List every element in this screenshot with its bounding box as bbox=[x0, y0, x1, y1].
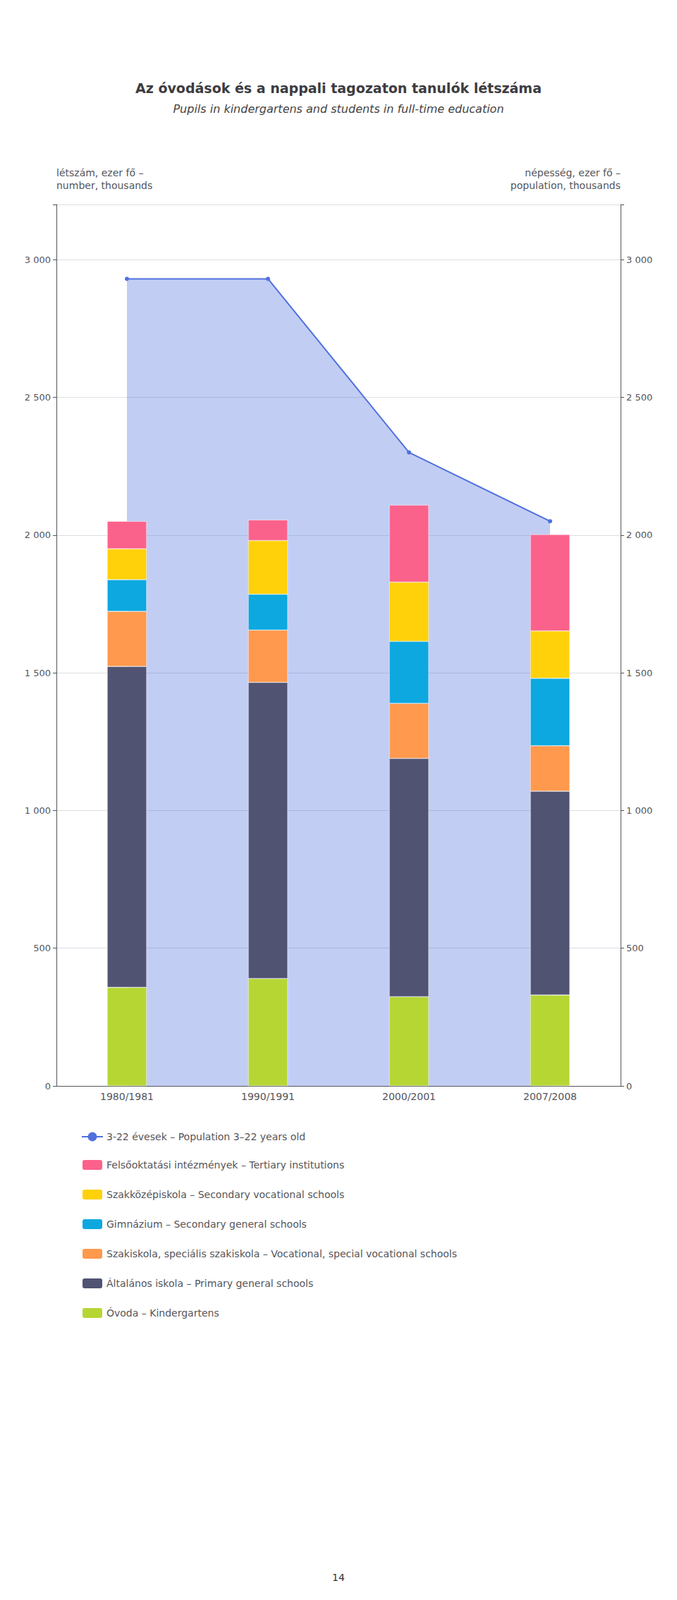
svg-text:2 000: 2 000 bbox=[626, 529, 653, 541]
svg-text:0: 0 bbox=[45, 1081, 51, 1092]
svg-text:1 000: 1 000 bbox=[626, 805, 653, 816]
svg-text:létszám, ezer fő –: létszám, ezer fő – bbox=[56, 167, 144, 179]
svg-text:2 500: 2 500 bbox=[626, 392, 653, 403]
svg-text:3-22 évesek – Population 3–22: 3-22 évesek – Population 3–22 years old bbox=[106, 1131, 306, 1143]
svg-text:Pupils in kindergartens and st: Pupils in kindergartens and students in … bbox=[172, 102, 504, 116]
svg-text:0: 0 bbox=[626, 1081, 632, 1092]
svg-text:Gimnázium – Secondary general: Gimnázium – Secondary general schools bbox=[106, 1218, 307, 1230]
svg-text:Az óvodások és a nappali tagoz: Az óvodások és a nappali tagozaton tanul… bbox=[135, 80, 542, 96]
svg-text:2007/2008: 2007/2008 bbox=[523, 1090, 577, 1103]
svg-text:1980/1981: 1980/1981 bbox=[100, 1090, 154, 1103]
svg-text:500: 500 bbox=[33, 942, 51, 954]
svg-text:population, thousands: population, thousands bbox=[510, 179, 621, 192]
svg-text:2 000: 2 000 bbox=[24, 529, 51, 541]
svg-text:2000/2001: 2000/2001 bbox=[382, 1090, 436, 1103]
svg-text:Felsőoktatási intézmények – Te: Felsőoktatási intézmények – Tertiary ins… bbox=[106, 1159, 345, 1171]
svg-text:3 000: 3 000 bbox=[24, 254, 51, 266]
svg-text:Szakiskola, speciális szakisko: Szakiskola, speciális szakiskola – Vocat… bbox=[106, 1248, 457, 1260]
svg-text:500: 500 bbox=[626, 942, 644, 954]
svg-text:1990/1991: 1990/1991 bbox=[241, 1090, 295, 1103]
svg-text:Szakközépiskola – Secondary vo: Szakközépiskola – Secondary vocational s… bbox=[106, 1188, 345, 1201]
svg-text:3 000: 3 000 bbox=[626, 254, 653, 266]
svg-text:2 500: 2 500 bbox=[24, 392, 51, 403]
svg-text:Általános iskola – Primary gen: Általános iskola – Primary general schoo… bbox=[106, 1277, 314, 1290]
svg-text:1 000: 1 000 bbox=[24, 805, 51, 816]
svg-text:14: 14 bbox=[332, 1571, 345, 1584]
svg-text:népesség, ezer fő –: népesség, ezer fő – bbox=[524, 167, 621, 179]
svg-text:1 500: 1 500 bbox=[626, 667, 653, 679]
svg-text:1 500: 1 500 bbox=[24, 667, 51, 679]
svg-text:number, thousands: number, thousands bbox=[56, 179, 153, 192]
svg-text:Óvoda – Kindergartens: Óvoda – Kindergartens bbox=[106, 1306, 220, 1319]
